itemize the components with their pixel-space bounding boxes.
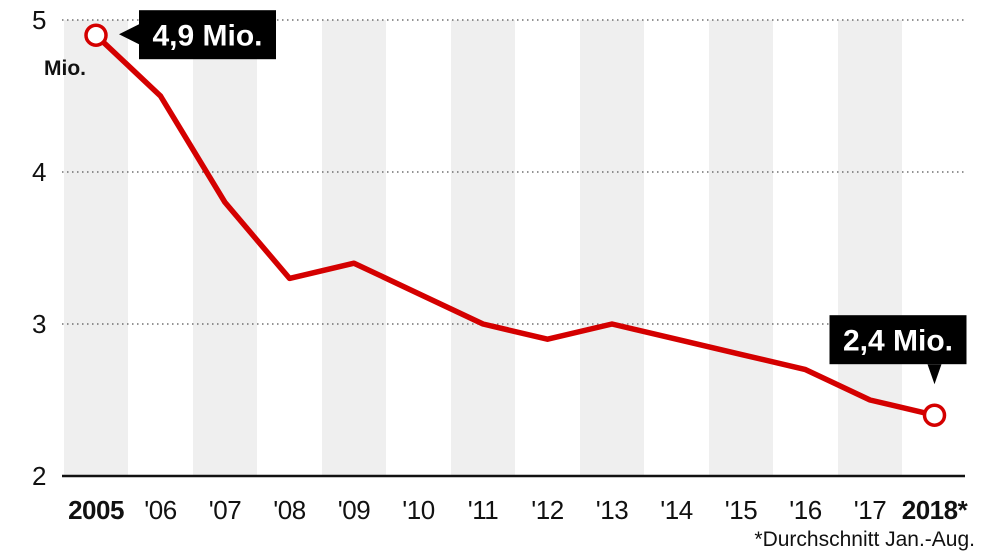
footnote: *Durchschnitt Jan.-Aug. [754,528,975,551]
y-tick-label: 3 [32,309,46,339]
callout-label: 4,9 Mio. [152,20,262,53]
callout-pointer [119,24,139,45]
data-points [84,23,947,427]
y-unit-label: Mio. [44,57,86,80]
x-tick-label: '06 [144,495,176,525]
series-line [93,32,938,418]
x-tick-label: '07 [209,495,241,525]
x-tick-label: '17 [854,495,886,525]
column-band [580,20,644,476]
callout-box [139,10,276,60]
column-bands [64,20,902,476]
x-tick-label: '10 [402,495,434,525]
x-tick-label: '08 [273,495,305,525]
x-tick-label: '09 [338,495,370,525]
callouts: 4,9 Mio. 2,4 Mio. [119,10,967,385]
x-tick-label: '16 [789,495,821,525]
callout-box [829,315,967,365]
callout-label: 2,4 Mio. [843,325,953,358]
x-tick-label: '13 [596,495,628,525]
x-tick-labels: 2005 '06 '07 '08 '09 '10 '11 '12 '13 '14 '15 '16 '17… [68,495,969,525]
column-band [322,20,386,476]
x-tick-label: '15 [725,495,757,525]
data-point-marker [84,23,108,47]
data-point-marker [922,403,947,427]
x-tick-label: '11 [468,495,498,525]
y-tick-label: 4 [32,157,46,187]
callout-pointer [927,364,942,385]
x-tick-label: '14 [660,495,692,525]
x-tick-label: '12 [531,495,563,525]
x-tick-label: 2005 [68,495,124,525]
y-tick-labels: 2 3 4 5 [32,5,46,491]
column-band [451,20,515,476]
y-tick-label: 2 [32,461,46,491]
column-band [709,20,773,476]
x-tick-label: 2018* [902,495,969,525]
column-band [64,20,128,476]
column-band [193,20,257,476]
y-tick-label: 5 [32,5,46,35]
